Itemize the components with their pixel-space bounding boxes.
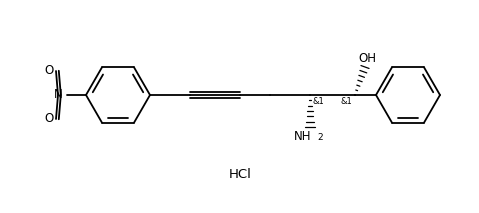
Text: O: O — [45, 112, 54, 125]
Text: NH: NH — [294, 131, 311, 144]
Text: N: N — [54, 88, 62, 102]
Text: &1: &1 — [313, 97, 325, 106]
Text: OH: OH — [358, 52, 376, 66]
Text: HCl: HCl — [228, 168, 251, 181]
Text: O: O — [45, 65, 54, 78]
Text: 2: 2 — [317, 134, 323, 142]
Text: &1: &1 — [340, 97, 352, 106]
